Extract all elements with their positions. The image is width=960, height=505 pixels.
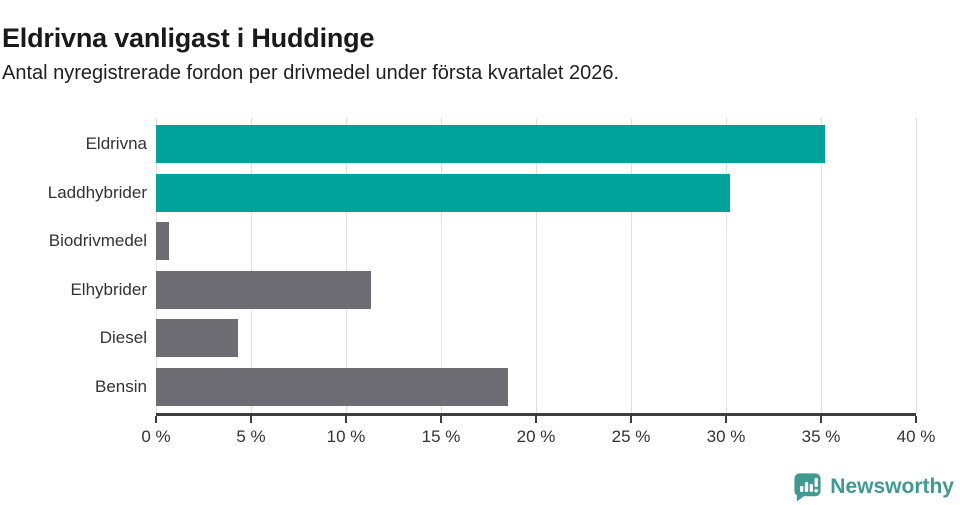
plot [156, 118, 917, 413]
chart-area: Eldrivna Laddhybrider Biodrivmedel Elhybrid… [0, 118, 917, 413]
tick-label: 0 % [141, 427, 171, 446]
bar-elhybrider [156, 270, 371, 309]
category-label: Elhybrider [70, 279, 147, 299]
category-label: Biodrivmedel [48, 231, 147, 251]
gridline [441, 118, 442, 413]
bar-bensin [156, 367, 508, 406]
tick-mark [345, 416, 347, 423]
newsworthy-wordmark: Newsworthy [830, 474, 954, 498]
tick-label: 35 % [801, 427, 841, 446]
gridline [156, 118, 157, 413]
newsworthy-logo-icon [794, 473, 821, 502]
tick-label: 15 % [421, 427, 461, 446]
tick-label: 30 % [706, 427, 746, 446]
chart-subtitle: Antal nyregistrerade fordon per drivmede… [2, 62, 620, 84]
tick-label: 5 % [236, 427, 266, 446]
tick-label: 10 % [326, 427, 366, 446]
tick-label: 20 % [516, 427, 556, 446]
tick-label: 25 % [611, 427, 651, 446]
gridline [251, 118, 252, 413]
bar-biodrivmedel [156, 222, 170, 261]
tick-mark [155, 416, 157, 423]
bar-diesel [156, 319, 238, 358]
x-axis: 0 % 5 % 10 % 15 % 20 % 25 % 30 % 35 % 40 % [141, 413, 935, 458]
gridline [726, 118, 727, 413]
category-label: Laddhybrider [47, 182, 147, 202]
tick-mark [725, 416, 727, 423]
tick-mark [535, 416, 537, 423]
gridline [916, 118, 917, 413]
tick-mark [440, 416, 442, 423]
category-labels: Eldrivna Laddhybrider Biodrivmedel Elhybrid… [0, 118, 156, 413]
chart-title: Eldrivna vanligast i Huddinge [2, 23, 375, 54]
bars [156, 118, 916, 413]
newsworthy-logo: Newsworthy [792, 471, 954, 502]
gridline [631, 118, 632, 413]
category-label: Diesel [99, 328, 147, 348]
bar-laddhybrider [156, 173, 730, 212]
tick-mark [630, 416, 632, 423]
tick-mark [820, 416, 822, 423]
tick-mark [250, 416, 252, 423]
bar-eldrivna [156, 125, 825, 163]
category-label: Bensin [95, 376, 147, 396]
tick-mark [915, 416, 917, 423]
tick-label: 40 % [896, 427, 936, 446]
gridline [536, 118, 537, 413]
category-label: Eldrivna [85, 134, 147, 153]
gridline [821, 118, 822, 413]
gridline [346, 118, 347, 413]
